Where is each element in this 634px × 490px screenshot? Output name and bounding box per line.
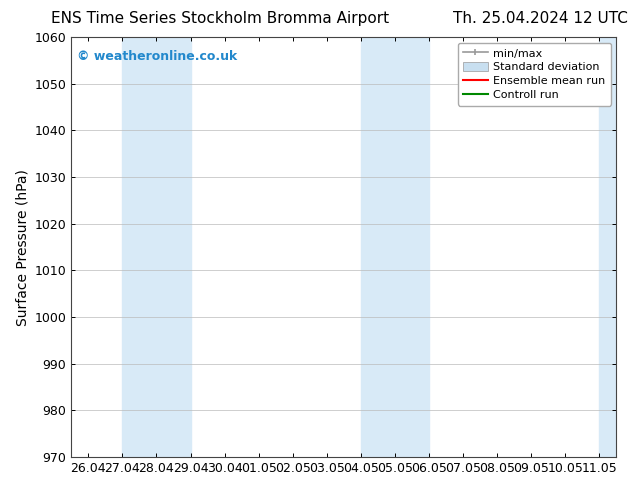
Bar xyxy=(599,37,633,457)
Text: © weatheronline.co.uk: © weatheronline.co.uk xyxy=(77,50,237,63)
Y-axis label: Surface Pressure (hPa): Surface Pressure (hPa) xyxy=(15,169,29,325)
Text: Th. 25.04.2024 12 UTC: Th. 25.04.2024 12 UTC xyxy=(453,11,628,26)
Legend: min/max, Standard deviation, Ensemble mean run, Controll run: min/max, Standard deviation, Ensemble me… xyxy=(458,43,611,105)
Bar xyxy=(361,37,429,457)
Text: ENS Time Series Stockholm Bromma Airport: ENS Time Series Stockholm Bromma Airport xyxy=(51,11,389,26)
Bar xyxy=(122,37,191,457)
